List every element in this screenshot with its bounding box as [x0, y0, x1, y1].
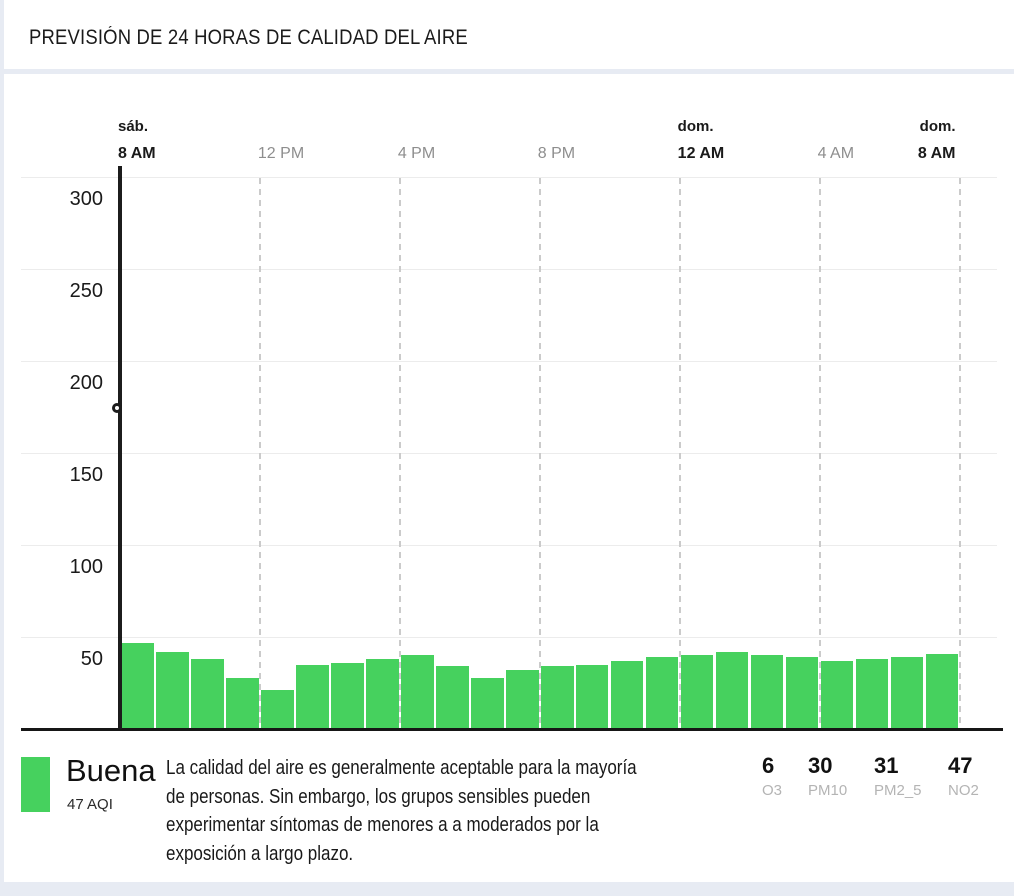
forecast-card: Buena 47 AQI La calidad del aire es gene…: [4, 74, 1014, 882]
current-time-handle[interactable]: [112, 403, 122, 413]
aqi-bar[interactable]: [121, 642, 154, 729]
aqi-bar[interactable]: [471, 677, 504, 729]
aqi-bar[interactable]: [156, 651, 189, 729]
axis-hour-label: 8 PM: [537, 145, 576, 162]
y-gridline: [21, 453, 997, 454]
aqi-bar[interactable]: [541, 666, 574, 729]
y-axis-tick-label: 50: [80, 648, 103, 670]
aqi-bar[interactable]: [575, 664, 609, 729]
aqi-category-swatch: [21, 757, 50, 812]
aqi-bar[interactable]: [925, 653, 959, 729]
four-hour-dashed-gridline: [818, 178, 821, 728]
aqi-bar[interactable]: [506, 670, 539, 729]
aqi-bar[interactable]: [331, 662, 364, 729]
y-gridline: [21, 545, 997, 546]
pollutant-no2: 47 NO2: [948, 753, 1014, 799]
aqi-bar[interactable]: [366, 659, 399, 729]
aqi-bar[interactable]: [610, 660, 644, 729]
axis-day-label: sáb.: [118, 118, 149, 135]
aqi-description: La calidad del aire es generalmente acep…: [166, 757, 637, 865]
pollutant-label: PM2_5: [874, 782, 922, 799]
header-card: PREVISIÓN DE 24 HORAS DE CALIDAD DEL AIR…: [4, 0, 1014, 69]
aqi-bar[interactable]: [645, 657, 679, 729]
axis-hour-label: 12 AM: [677, 145, 725, 162]
pollutant-pm25: 31 PM2_5: [874, 753, 944, 799]
aqi-bar[interactable]: [750, 655, 784, 729]
axis-hour-label: 8 AM: [917, 145, 956, 162]
pollutant-pm10: 30 PM10: [808, 753, 878, 799]
axis-hour-label: 4 PM: [397, 145, 436, 162]
pollutant-label: PM10: [808, 782, 848, 799]
y-axis-tick-label: 100: [69, 556, 103, 578]
y-gridline: [21, 177, 997, 178]
four-hour-dashed-gridline: [678, 178, 681, 728]
pollutant-label: NO2: [948, 782, 979, 799]
pollutant-value: 31: [874, 753, 899, 778]
aqi-bar[interactable]: [296, 664, 329, 729]
aqi-bar[interactable]: [436, 666, 469, 729]
aqi-bar[interactable]: [855, 659, 889, 729]
pollutant-o3: 6 O3: [762, 753, 832, 799]
aqi-bar[interactable]: [401, 655, 434, 729]
y-axis-tick-label: 300: [69, 188, 103, 210]
aqi-bar[interactable]: [191, 659, 224, 729]
axis-hour-label: 12 PM: [257, 145, 305, 162]
current-time-line: [118, 166, 122, 729]
aqi-category-label: Buena: [66, 753, 156, 788]
pollutant-value: 6: [762, 753, 775, 778]
y-axis-tick-label: 250: [69, 280, 103, 302]
four-hour-dashed-gridline: [538, 178, 541, 728]
aqi-bar[interactable]: [680, 655, 714, 729]
four-hour-dashed-gridline: [258, 178, 261, 728]
y-gridline: [21, 269, 997, 270]
aqi-bar[interactable]: [261, 690, 294, 729]
axis-hour-label: 4 AM: [817, 145, 855, 162]
aqi-bar[interactable]: [820, 660, 854, 729]
aqi-bar[interactable]: [715, 651, 749, 729]
page-title: PREVISIÓN DE 24 HORAS DE CALIDAD DEL AIR…: [29, 26, 468, 49]
x-axis-baseline: [21, 728, 1003, 731]
y-gridline: [21, 637, 997, 638]
y-axis-tick-label: 150: [69, 464, 103, 486]
axis-hour-label: 8 AM: [118, 145, 156, 162]
pollutant-label: O3: [762, 782, 783, 799]
axis-day-label: dom.: [677, 118, 714, 135]
y-axis-tick-label: 200: [69, 372, 103, 394]
axis-day-label: dom.: [919, 118, 956, 135]
aqi-bar[interactable]: [890, 657, 924, 729]
y-gridline: [21, 361, 997, 362]
four-hour-dashed-gridline: [958, 178, 961, 728]
pollutant-value: 47: [948, 753, 973, 778]
four-hour-dashed-gridline: [398, 178, 401, 728]
pollutant-value: 30: [808, 753, 833, 778]
aqi-bar[interactable]: [785, 657, 819, 729]
aqi-bar[interactable]: [226, 677, 259, 729]
current-aqi-value: 47 AQI: [67, 796, 113, 813]
